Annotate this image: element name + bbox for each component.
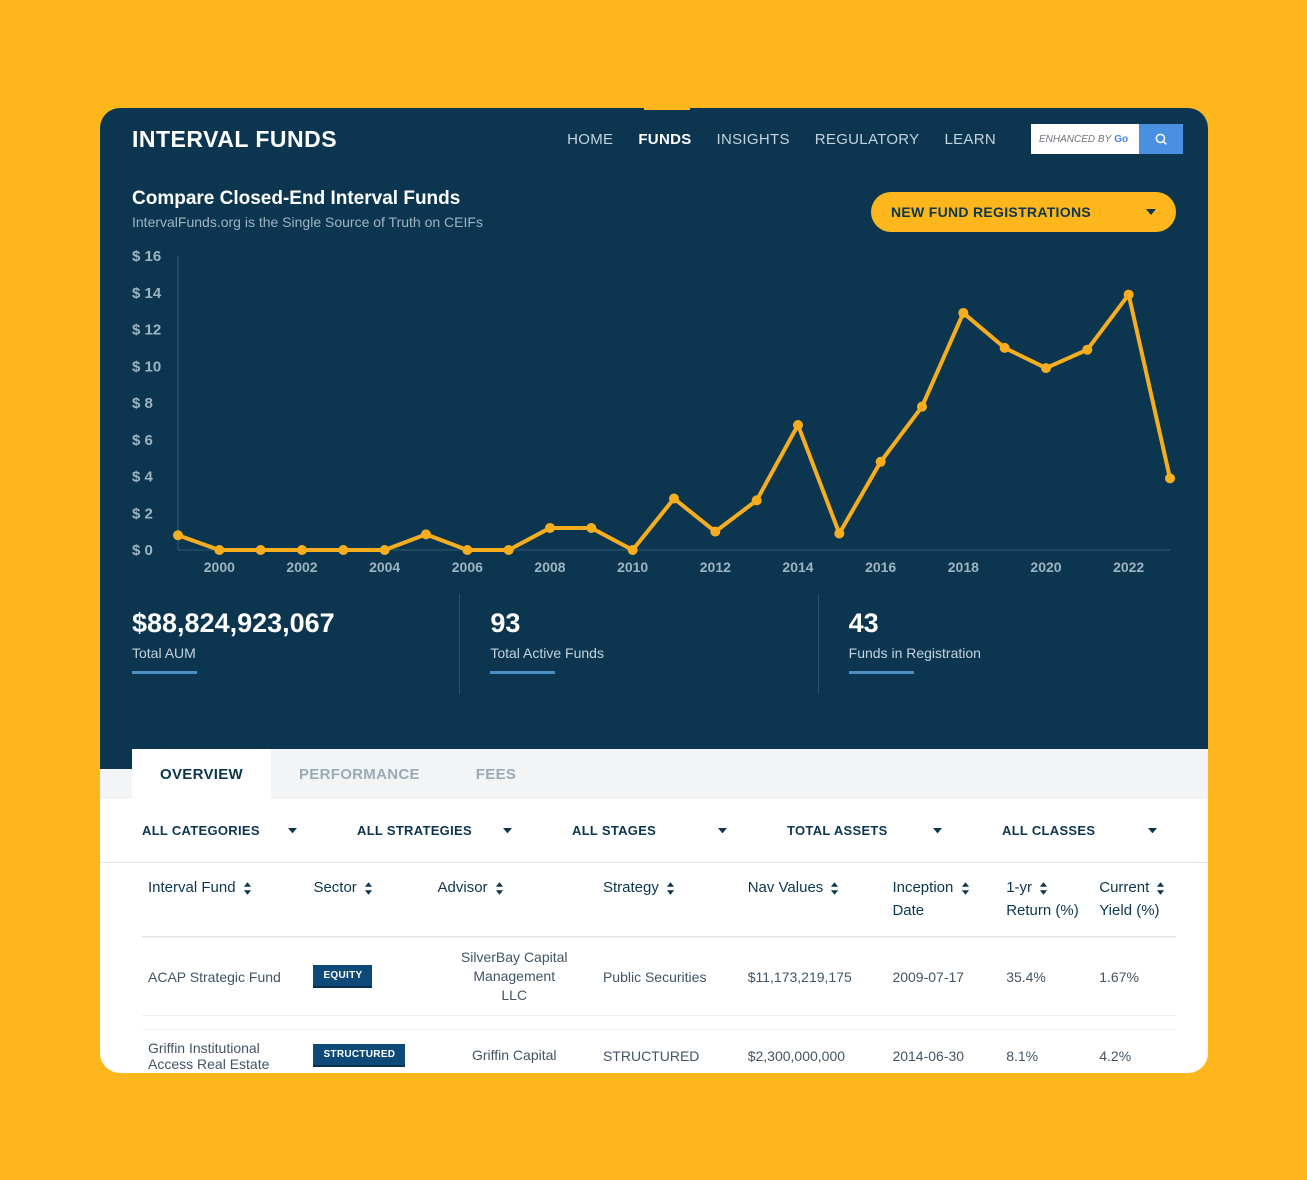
svg-text:2000: 2000 <box>204 559 235 575</box>
svg-text:$ 2: $ 2 <box>132 505 153 522</box>
svg-text:2016: 2016 <box>865 559 896 575</box>
svg-text:$ 4: $ 4 <box>132 469 154 486</box>
svg-text:$ 16: $ 16 <box>132 248 161 265</box>
svg-text:2002: 2002 <box>286 559 317 575</box>
svg-text:2020: 2020 <box>1030 559 1061 575</box>
svg-text:2008: 2008 <box>534 559 565 575</box>
svg-text:2018: 2018 <box>948 559 979 575</box>
svg-text:2004: 2004 <box>369 559 400 575</box>
svg-text:$ 6: $ 6 <box>132 432 153 449</box>
svg-text:2010: 2010 <box>617 559 648 575</box>
svg-text:2022: 2022 <box>1113 559 1144 575</box>
svg-text:$ 0: $ 0 <box>132 542 153 559</box>
svg-text:$ 10: $ 10 <box>132 358 161 375</box>
svg-text:2012: 2012 <box>700 559 731 575</box>
svg-text:$ 12: $ 12 <box>132 322 161 339</box>
svg-text:$ 8: $ 8 <box>132 395 153 412</box>
svg-text:$ 14: $ 14 <box>132 285 162 302</box>
svg-text:2006: 2006 <box>452 559 483 575</box>
svg-text:2014: 2014 <box>782 559 813 575</box>
